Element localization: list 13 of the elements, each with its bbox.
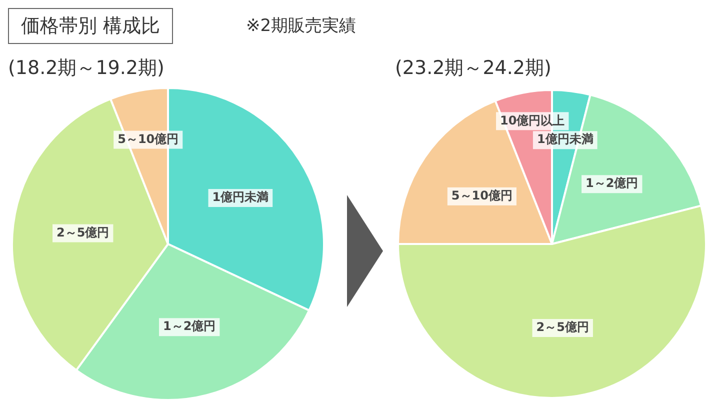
slice-label: 1億円未満 (212, 190, 269, 204)
slice-label: 1～2億円 (586, 176, 638, 190)
text: ※2期販売実績 (246, 15, 356, 37)
slice-label: 5～10億円 (451, 188, 512, 203)
slice-label: 1～2億円 (162, 319, 216, 334)
chart-title: (23.2期～24.2期) (395, 56, 552, 81)
slice-label: 2～5億円 (56, 225, 110, 240)
text: 価格帯別 構成比 (8, 8, 174, 44)
slice-label: 2～5億円 (536, 320, 589, 334)
chart-title: (18.2期～19.2期) (8, 56, 164, 81)
slice-label: 5～10億円 (118, 132, 179, 146)
slice-label: 1億円未満 (536, 132, 594, 146)
slice-label: 10億円以上 (500, 113, 565, 128)
